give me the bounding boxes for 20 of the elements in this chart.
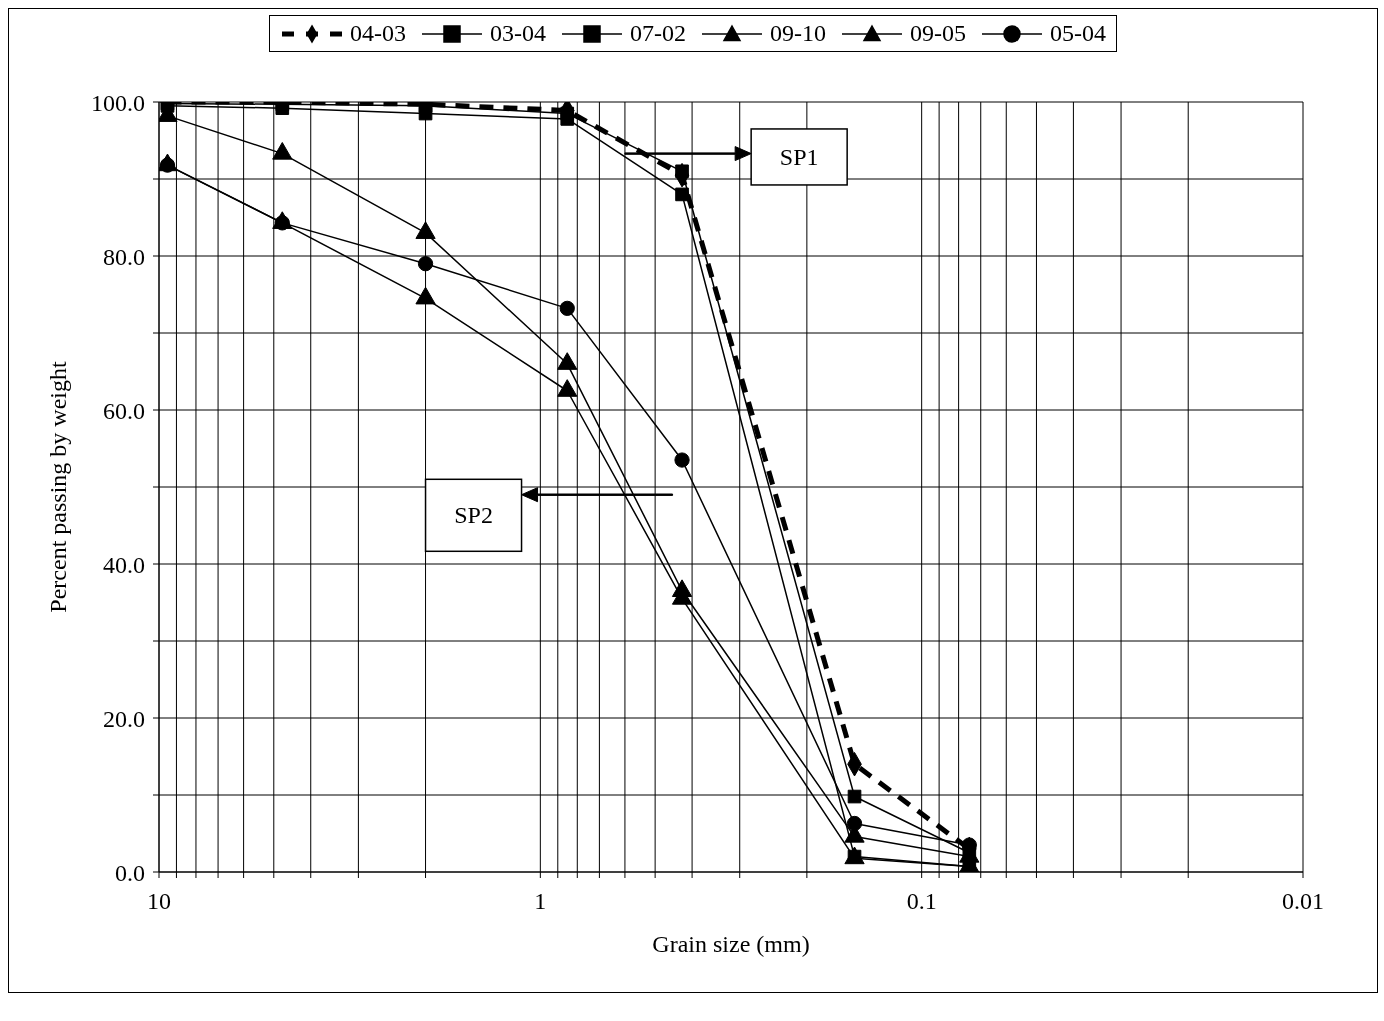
x-tick-label: 1 bbox=[534, 888, 547, 915]
legend-label: 05-04 bbox=[1050, 20, 1106, 47]
legend-label: 04-03 bbox=[350, 20, 406, 47]
legend-label: 03-04 bbox=[490, 20, 546, 47]
x-axis-title: Grain size (mm) bbox=[652, 931, 810, 957]
y-tick-label: 20.0 bbox=[103, 705, 145, 732]
x-tick-label: 10 bbox=[147, 888, 171, 915]
legend-label: 09-05 bbox=[910, 20, 966, 47]
y-tick-label: 40.0 bbox=[103, 551, 145, 578]
y-tick-label: 80.0 bbox=[103, 243, 145, 270]
y-tick-label: 60.0 bbox=[103, 397, 145, 424]
y-tick-label: 0.0 bbox=[115, 859, 145, 886]
x-tick-label: 0.01 bbox=[1282, 888, 1324, 915]
x-tick-label: 0.1 bbox=[906, 888, 937, 915]
y-axis-title: Percent passing by weight bbox=[44, 361, 71, 613]
y-tick-label: 100.0 bbox=[91, 89, 145, 116]
legend-label: 09-10 bbox=[770, 20, 826, 47]
annotation: SP2 bbox=[454, 502, 493, 529]
annotation: SP1 bbox=[779, 143, 819, 170]
legend-label: 07-02 bbox=[630, 20, 686, 47]
